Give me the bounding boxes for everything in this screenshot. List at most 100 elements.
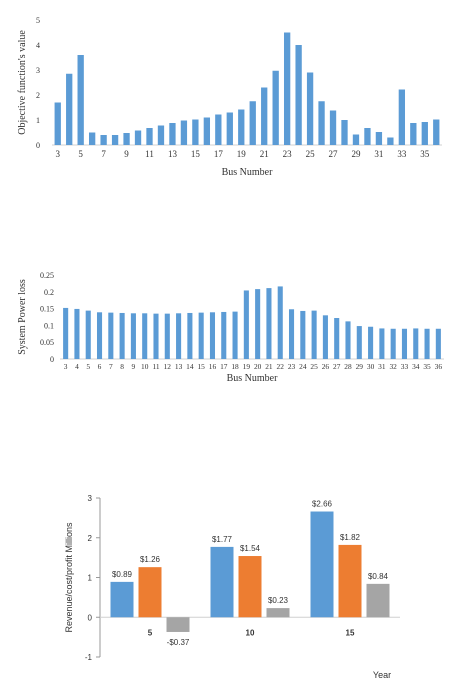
bar	[249, 101, 256, 145]
x-tick-label: 35	[423, 362, 431, 371]
bar	[221, 311, 227, 359]
bar	[243, 290, 249, 359]
x-tick-label: 30	[367, 362, 375, 371]
x-tick-label: 33	[401, 362, 409, 371]
y-tick-label: 3	[36, 66, 40, 75]
data-label: $1.82	[340, 533, 361, 542]
bar	[410, 123, 417, 145]
bar	[283, 32, 291, 145]
x-tick-label: 24	[299, 362, 307, 371]
x-axis-title: Year	[373, 670, 391, 680]
bar	[119, 312, 125, 359]
y-tick-label: 0.25	[40, 271, 54, 280]
bar	[130, 313, 136, 359]
x-tick-label: 4	[75, 362, 79, 371]
bar	[413, 328, 419, 359]
bar	[266, 608, 290, 618]
data-label: $1.26	[140, 555, 161, 564]
y-tick-label: -1	[85, 653, 93, 662]
x-tick-label: 32	[389, 362, 397, 371]
y-tick-label: 0.2	[44, 288, 54, 297]
bar	[364, 128, 371, 145]
x-tick-label: 21	[260, 149, 269, 159]
x-tick-label: 3	[64, 362, 68, 371]
bar	[77, 55, 84, 145]
y-axis-title: Revenue/cost/profit Millions	[64, 522, 74, 633]
x-tick-label: 11	[152, 362, 159, 371]
bar	[138, 567, 162, 618]
bar	[85, 310, 91, 359]
y-axis-title: System Power loss	[17, 279, 28, 355]
bar	[334, 318, 340, 359]
x-tick-label: 5	[78, 149, 83, 159]
data-label: $1.54	[240, 544, 261, 553]
bar	[176, 313, 182, 359]
bar	[169, 123, 176, 145]
x-tick-label: 25	[310, 362, 318, 371]
x-tick-label: 5	[86, 362, 90, 371]
y-tick-label: 5	[36, 16, 40, 25]
data-label: $0.89	[112, 570, 133, 579]
bar	[187, 312, 193, 359]
bar	[74, 308, 80, 359]
x-tick-label: 11	[145, 149, 154, 159]
bar	[209, 312, 216, 359]
y-tick-label: 3	[88, 494, 93, 503]
bar	[198, 312, 204, 359]
x-tick-label: 7	[109, 362, 113, 371]
x-tick-label: 17	[220, 362, 228, 371]
x-tick-label: 10	[141, 362, 149, 371]
bar	[272, 70, 279, 145]
data-label: $1.77	[212, 535, 233, 544]
bar	[157, 125, 165, 145]
bar	[226, 112, 233, 145]
y-tick-label: 0	[50, 355, 54, 364]
x-axis-title: Bus Number	[227, 373, 279, 384]
bar	[153, 313, 159, 359]
bar	[433, 119, 440, 145]
x-tick-label: 19	[237, 149, 247, 159]
bar	[288, 309, 295, 359]
x-tick-label: 16	[209, 362, 217, 371]
x-tick-label: 9	[124, 149, 129, 159]
bar	[255, 289, 261, 359]
bar	[338, 544, 362, 618]
bar	[424, 328, 430, 359]
x-tick-label: 15	[197, 362, 205, 371]
bar	[375, 132, 383, 145]
y-axis-title: Objective function's value	[17, 30, 28, 135]
bar	[341, 120, 348, 145]
bar	[435, 328, 441, 359]
bar	[88, 132, 96, 145]
y-tick-label: 1	[88, 574, 93, 583]
x-tick-label: 13	[168, 149, 178, 159]
x-tick-label: 31	[374, 149, 383, 159]
x-tick-label: 23	[283, 149, 293, 159]
bar	[421, 122, 428, 145]
x-tick-label: 17	[214, 149, 224, 159]
bar	[54, 102, 61, 145]
bar	[356, 326, 362, 359]
data-label: -$0.37	[167, 638, 190, 647]
x-tick-label: 8	[120, 362, 124, 371]
x-tick-label: 6	[98, 362, 102, 371]
y-tick-label: 0	[88, 613, 93, 622]
bar	[166, 617, 190, 632]
bar	[108, 312, 114, 359]
x-tick-label: 21	[265, 362, 273, 371]
x-tick-label: 7	[101, 149, 106, 159]
bar	[123, 133, 130, 145]
bar	[379, 328, 385, 359]
x-tick-label: 29	[356, 362, 364, 371]
x-tick-label: 36	[435, 362, 443, 371]
x-tick-label: 13	[175, 362, 183, 371]
x-tick-label: 18	[231, 362, 239, 371]
bar	[306, 72, 314, 145]
x-tick-label: 27	[333, 362, 341, 371]
bar	[203, 117, 211, 145]
x-tick-label: 29	[351, 149, 361, 159]
bar	[96, 312, 103, 359]
x-tick-label: 28	[344, 362, 352, 371]
bar	[322, 315, 328, 359]
y-tick-label: 1	[36, 116, 40, 125]
